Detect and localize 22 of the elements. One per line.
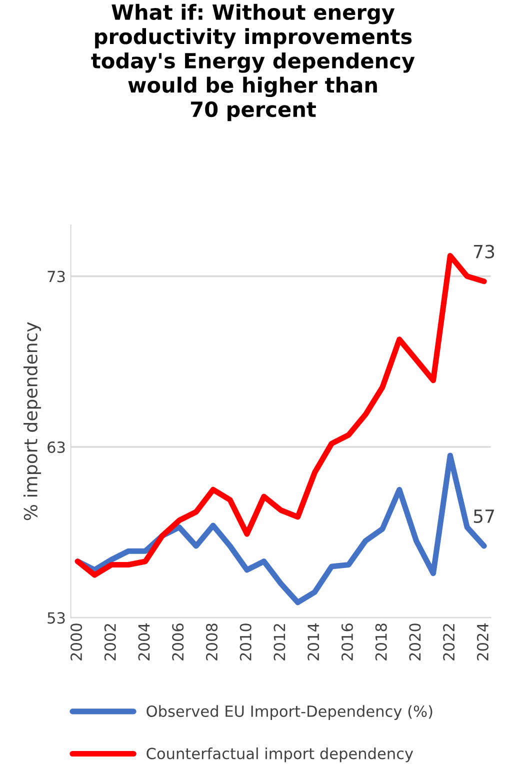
legend-label: Counterfactual import dependency — [146, 747, 414, 762]
x-tick-label: 2002 — [104, 624, 116, 660]
legend-label: Observed EU Import-Dependency (%) — [146, 705, 432, 720]
x-tick-label: 2018 — [375, 624, 387, 660]
data-label: 73 — [474, 244, 494, 258]
x-tick-label: 2012 — [274, 624, 286, 660]
x-tick-label: 2014 — [308, 623, 320, 660]
y-axis-title: % import dependency — [24, 322, 41, 520]
x-tick-label: 2022 — [443, 624, 455, 660]
data-label: 57 — [474, 510, 494, 524]
x-tick-label: 2008 — [206, 624, 218, 660]
x-tick-label: 2004 — [138, 623, 150, 660]
x-tick-label: 2010 — [240, 624, 252, 660]
x-tick-label: 2006 — [172, 624, 184, 660]
chart-title: What if: Without energy productivity improvements today's Energy dependency would be higher than 70 percent — [91, 4, 415, 122]
y-tick-label: 53 — [48, 612, 65, 624]
y-tick-label: 73 — [48, 270, 65, 282]
y-tick-label: 63 — [48, 441, 65, 453]
x-tick-label: 2024 — [476, 623, 488, 660]
x-tick-label: 2016 — [341, 624, 353, 660]
x-tick-label: 2000 — [70, 624, 82, 660]
x-tick-label: 2020 — [409, 624, 421, 660]
